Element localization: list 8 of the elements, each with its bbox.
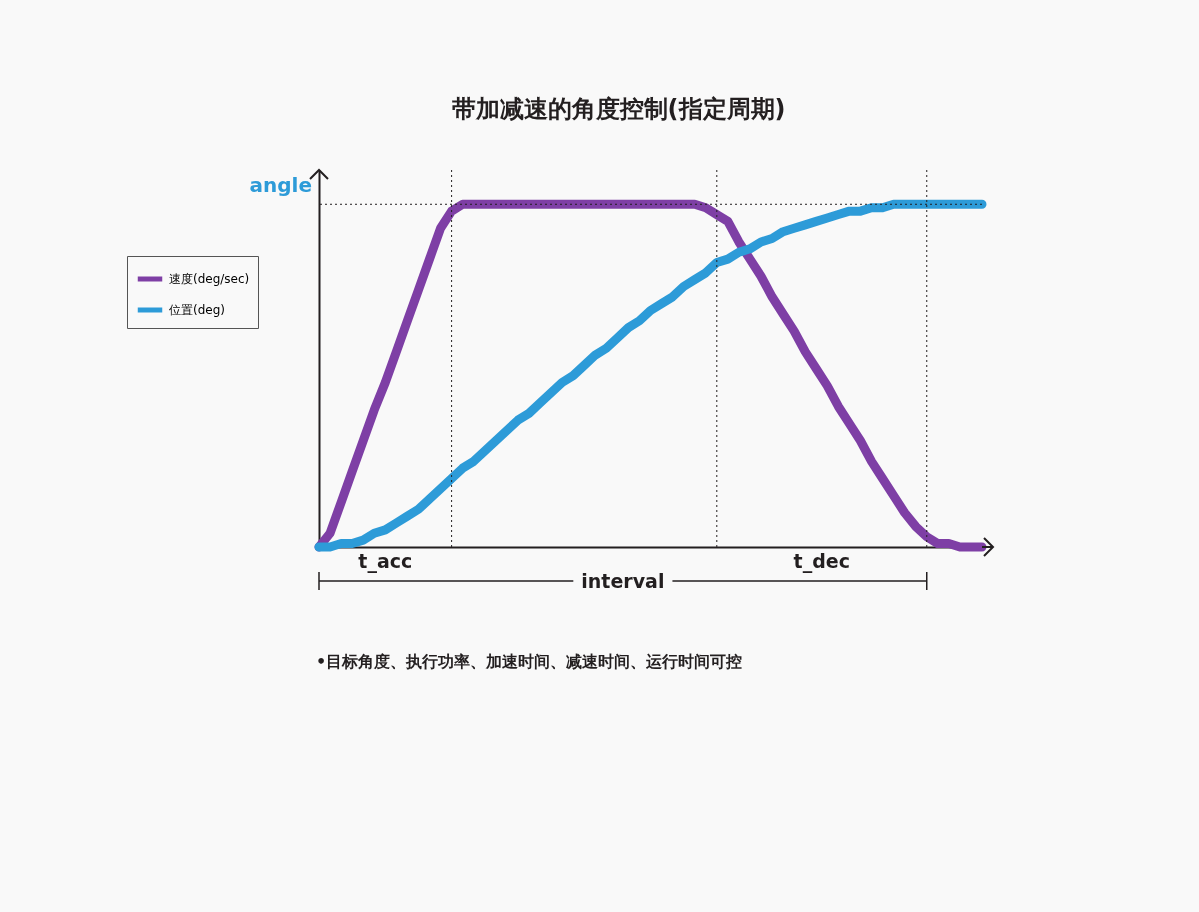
text: •目标角度、执行功率、加速时间、减速时间、运行时间可控 bbox=[316, 652, 743, 673]
legend-label: 速度(deg/sec) bbox=[169, 272, 250, 286]
legend-label: 位置(deg) bbox=[169, 303, 225, 317]
y-axis-title: angle bbox=[249, 172, 312, 197]
chart-title: 带加减速的角度控制(指定周期) bbox=[451, 94, 786, 123]
text: t_acc bbox=[358, 550, 413, 573]
text: t_dec bbox=[793, 550, 850, 573]
text: interval bbox=[581, 570, 665, 592]
